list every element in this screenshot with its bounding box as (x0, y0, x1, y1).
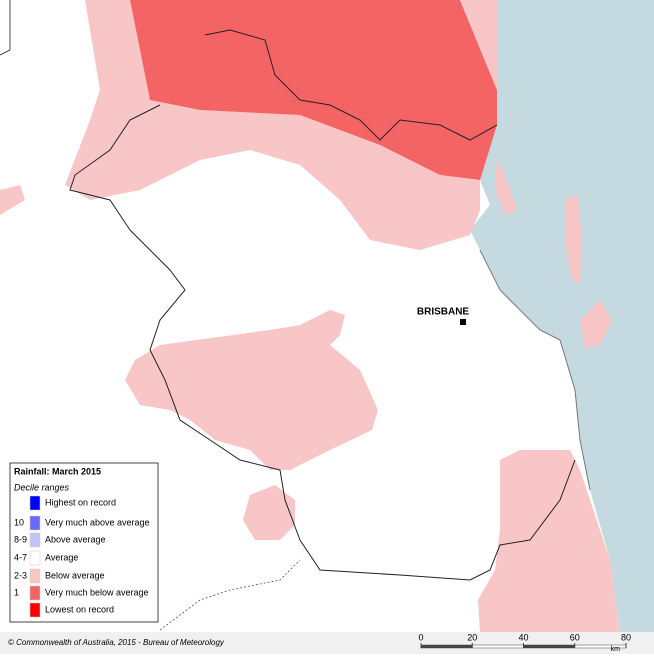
legend-swatch (29, 550, 41, 566)
scale-segment (523, 644, 575, 649)
scale-label: 20 (467, 632, 477, 642)
legend-label: Above average (45, 534, 106, 544)
scale-label: 0 (418, 632, 423, 642)
legend-label: Very much below average (45, 587, 149, 597)
legend-rows: Highest on record 10 Very much above avera… (14, 495, 150, 618)
boundary (69, 104, 576, 581)
legend-swatch (29, 602, 41, 618)
legend-subtitle: Decile ranges (14, 482, 70, 492)
copyright: © Commonwealth of Australia, 2015 - Bure… (8, 638, 225, 647)
scale-label: 80 (621, 632, 631, 642)
scale-unit: km (611, 646, 621, 653)
legend-label: Lowest on record (45, 604, 114, 614)
below-average-region (65, 0, 480, 250)
legend-label: Below average (45, 570, 105, 580)
legend-label: Average (45, 552, 78, 562)
below-average-region (0, 185, 25, 215)
ocean (470, 0, 654, 632)
boundary (204, 29, 498, 141)
city-label: BRISBANE (417, 307, 470, 318)
city-marker (460, 319, 466, 325)
legend-code: 1 (14, 587, 19, 597)
very-much-below-region (130, 0, 497, 180)
legend-code: 4-7 (14, 552, 27, 562)
footer-bar (0, 632, 654, 654)
legend-title: Rainfall: March 2015 (14, 466, 101, 476)
scale-segment (472, 644, 524, 649)
legend-swatch (29, 585, 41, 601)
legend-label: Highest on record (45, 497, 116, 507)
below-average-region (478, 450, 620, 632)
boundary (0, 0, 11, 56)
below-average-region (460, 0, 517, 215)
legend-code: 2-3 (14, 570, 27, 580)
scale-label: 40 (518, 632, 528, 642)
scale-label: 60 (570, 632, 580, 642)
below-average-region (125, 310, 378, 470)
legend-code: 10 (14, 517, 24, 527)
legend-code: 8-9 (14, 534, 27, 544)
legend-label: Very much above average (45, 517, 150, 527)
coastline (479, 249, 591, 491)
island (565, 195, 612, 348)
scale-segment (420, 644, 473, 649)
legend-swatch (29, 532, 41, 548)
boundary (159, 559, 301, 631)
legend-swatch (29, 515, 41, 531)
below-average-region (243, 485, 295, 540)
legend-swatch (29, 495, 41, 511)
legend-swatch (29, 568, 41, 584)
